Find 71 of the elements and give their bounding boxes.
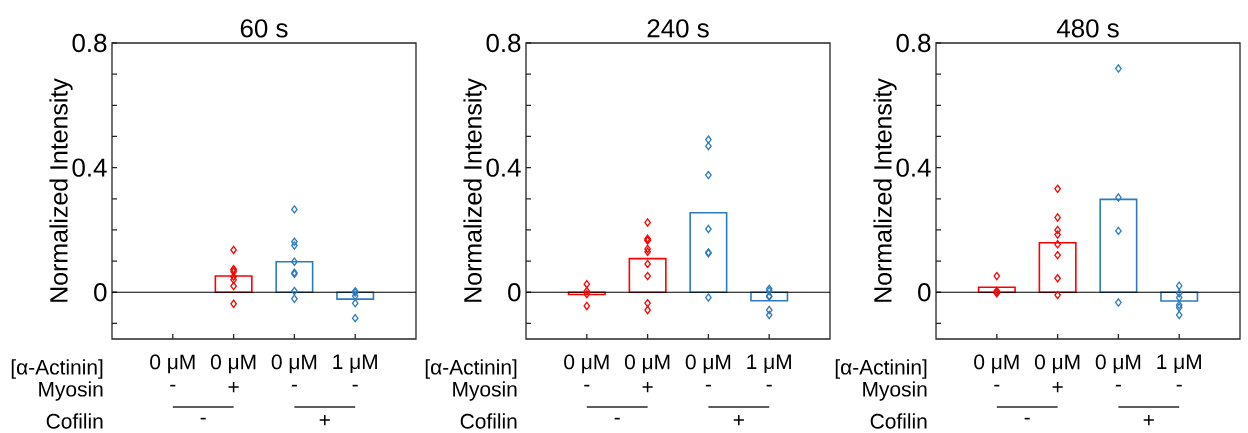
bar xyxy=(214,275,253,294)
y-tick-label: 0.8 xyxy=(486,33,521,53)
text: + xyxy=(1143,414,1154,426)
point xyxy=(351,313,359,323)
text: Myosin xyxy=(39,381,103,401)
x-tick-label: 0 μM xyxy=(564,354,609,374)
point xyxy=(1054,273,1061,283)
text: - xyxy=(994,384,1000,387)
text: - xyxy=(352,384,358,387)
text: - xyxy=(291,384,297,387)
point xyxy=(644,271,651,281)
text: - xyxy=(614,417,620,420)
text: Myosin xyxy=(863,381,927,401)
x-tick-label: 0 μM xyxy=(210,354,256,374)
point xyxy=(291,257,298,266)
text: - xyxy=(584,384,590,387)
text: - xyxy=(705,384,711,387)
x-tick-label: 1 μM xyxy=(747,354,791,373)
point xyxy=(1175,293,1183,302)
y-tick-label: 0 xyxy=(94,283,107,302)
text: + xyxy=(733,414,744,426)
point xyxy=(644,305,651,315)
text: + xyxy=(1052,381,1063,393)
point xyxy=(1115,226,1122,236)
point xyxy=(1054,290,1061,300)
y-tick-label: 0.4 xyxy=(72,158,107,177)
text: Myosin xyxy=(453,381,517,401)
y-axis-title: Normalized Intensity xyxy=(463,78,487,302)
text: [α-Actinin] xyxy=(425,359,517,379)
point xyxy=(583,301,591,311)
x-tick-label: 0 μM xyxy=(150,354,195,374)
x-tick-label: 1 μM xyxy=(1157,354,1201,373)
y-tick-label: 0 xyxy=(508,283,521,302)
chart-title: 60 s xyxy=(240,19,288,38)
y-tick-label: 0.4 xyxy=(486,158,521,177)
text: [α-Actinin] xyxy=(835,359,927,379)
text: + xyxy=(642,381,653,393)
point xyxy=(705,170,712,180)
x-tick-label: 0 μM xyxy=(624,354,670,374)
y-axis-title: Normalized Intensity xyxy=(873,78,897,302)
x-tick-label: 1 μM xyxy=(333,354,377,373)
text: + xyxy=(319,414,330,426)
x-tick-label: 0 μM xyxy=(685,354,731,374)
text: - xyxy=(200,417,206,420)
chart-title: 240 s xyxy=(647,19,709,38)
y-tick-label: 0.8 xyxy=(72,33,107,53)
text: Cofilin xyxy=(870,413,927,429)
point xyxy=(765,305,773,315)
text: Cofilin xyxy=(460,413,517,429)
text: - xyxy=(170,384,176,387)
y-tick-label: 0.4 xyxy=(896,158,931,177)
point xyxy=(291,241,298,250)
text: - xyxy=(766,384,772,387)
y-tick-label: 0.8 xyxy=(896,33,931,53)
text: [α-Actinin] xyxy=(11,359,103,379)
text: + xyxy=(228,381,239,393)
x-tick-label: 0 μM xyxy=(271,354,317,374)
bar xyxy=(628,257,667,294)
x-tick-label: 0 μM xyxy=(974,354,1019,374)
text: - xyxy=(1024,417,1030,420)
text: - xyxy=(1176,384,1182,387)
point xyxy=(644,298,651,308)
point xyxy=(291,205,298,214)
text: - xyxy=(1115,384,1121,387)
text: Cofilin xyxy=(46,413,103,429)
x-tick-label: 0 μM xyxy=(1095,354,1141,374)
chart-title: 480 s xyxy=(1056,19,1119,38)
y-tick-label: 0 xyxy=(918,283,931,302)
y-axis-title: Normalized Intensity xyxy=(49,78,73,302)
bar xyxy=(275,260,314,294)
x-tick-label: 0 μM xyxy=(1034,354,1080,374)
